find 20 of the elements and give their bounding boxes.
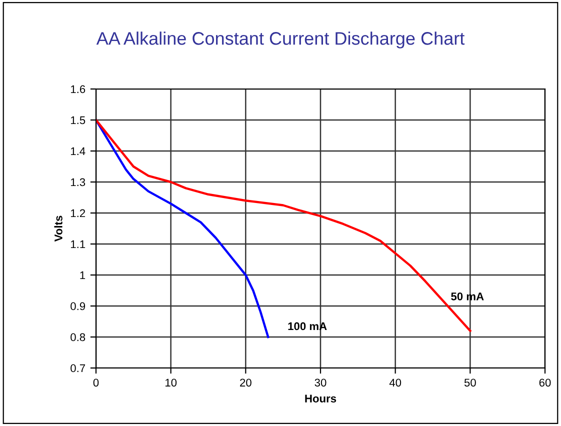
y-tick-label: 1.3 [70, 178, 86, 186]
y-tick-label: 0.9 [70, 302, 86, 310]
x-tick-label: 10 [166, 378, 177, 387]
y-tick-label: 1.4 [70, 147, 86, 156]
x-tick-label: 30 [314, 378, 326, 387]
y-tick-label: 1 [80, 271, 86, 280]
x-tick-label: 20 [240, 378, 252, 387]
y-tick-label: 0.8 [70, 333, 86, 342]
y-tick-label: 1.5 [70, 116, 86, 124]
y-tick-label: 1.6 [70, 85, 86, 94]
x-tick-label: 40 [389, 378, 402, 387]
x-axis-title: Hours [305, 394, 336, 402]
y-tick-label: 1.2 [70, 209, 86, 218]
x-tick-label: 60 [539, 378, 551, 387]
x-tick-label: 50 [464, 378, 476, 387]
chart-title: AA Alkaline Constant Current Discharge Chart [96, 32, 465, 48]
y-tick-label: 0.7 [70, 364, 86, 372]
y-axis-title: Volts [54, 216, 62, 242]
y-tick-label: 1.1 [70, 240, 86, 248]
x-tick-label: 0 [93, 378, 99, 387]
